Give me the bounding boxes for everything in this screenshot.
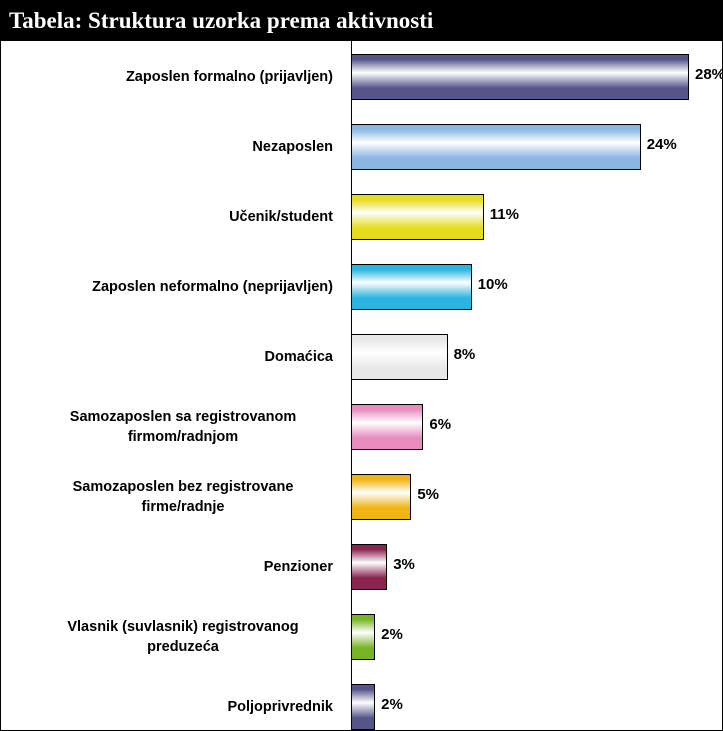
category-label-box: Poljoprivrednik: [3, 682, 333, 730]
bar: [351, 124, 641, 170]
bar: [351, 474, 412, 520]
category-label-box: Vlasnik (suvlasnik) registrovanog preduz…: [3, 612, 333, 662]
category-label-box: Učenik/student: [3, 192, 333, 242]
category-label: Domaćica: [264, 349, 333, 365]
bar: [351, 264, 472, 310]
axis-line: [351, 41, 352, 730]
category-label-box: Samozaposlen sa registrovanom firmom/rad…: [3, 402, 333, 452]
bar: [351, 684, 376, 730]
category-label: Poljoprivrednik: [227, 699, 333, 715]
value-label: 2%: [381, 696, 403, 713]
category-label-box: Nezaposlen: [3, 122, 333, 172]
chart-title: Tabela: Struktura uzorka prema aktivnost…: [1, 1, 722, 41]
value-label: 10%: [477, 276, 508, 293]
value-label: 6%: [429, 416, 452, 433]
category-label-box: Penzioner: [3, 542, 333, 592]
category-label: Samozaposlen bez registrovane firme/radn…: [72, 479, 294, 515]
category-label-box: Domaćica: [3, 332, 333, 382]
bar: [351, 404, 424, 450]
value-label: 28%: [695, 66, 723, 83]
category-label: Penzioner: [263, 559, 333, 575]
category-label-box: Zaposlen neformalno (neprijavljen): [3, 262, 333, 312]
value-label: 5%: [417, 486, 440, 503]
bar: [351, 194, 484, 240]
category-label: Vlasnik (suvlasnik) registrovanog preduz…: [67, 619, 299, 655]
category-label-box: Samozaposlen bez registrovane firme/radn…: [3, 472, 333, 522]
category-label: Zaposlen formalno (prijavljen): [125, 69, 333, 85]
value-label: 24%: [646, 136, 677, 153]
category-label: Zaposlen neformalno (neprijavljen): [92, 279, 333, 295]
bar: [351, 544, 388, 590]
category-label: Samozaposlen sa registrovanom firmom/rad…: [69, 409, 297, 445]
value-label: 8%: [453, 346, 476, 363]
category-label: Nezaposlen: [252, 139, 333, 155]
category-label: Učenik/student: [229, 209, 333, 225]
value-label: 3%: [393, 556, 415, 573]
bar: [351, 614, 376, 660]
bar: [351, 54, 689, 100]
category-label-box: Zaposlen formalno (prijavljen): [3, 52, 333, 102]
bar: [351, 334, 448, 380]
value-label: 11%: [489, 206, 519, 223]
value-label: 2%: [381, 626, 403, 643]
